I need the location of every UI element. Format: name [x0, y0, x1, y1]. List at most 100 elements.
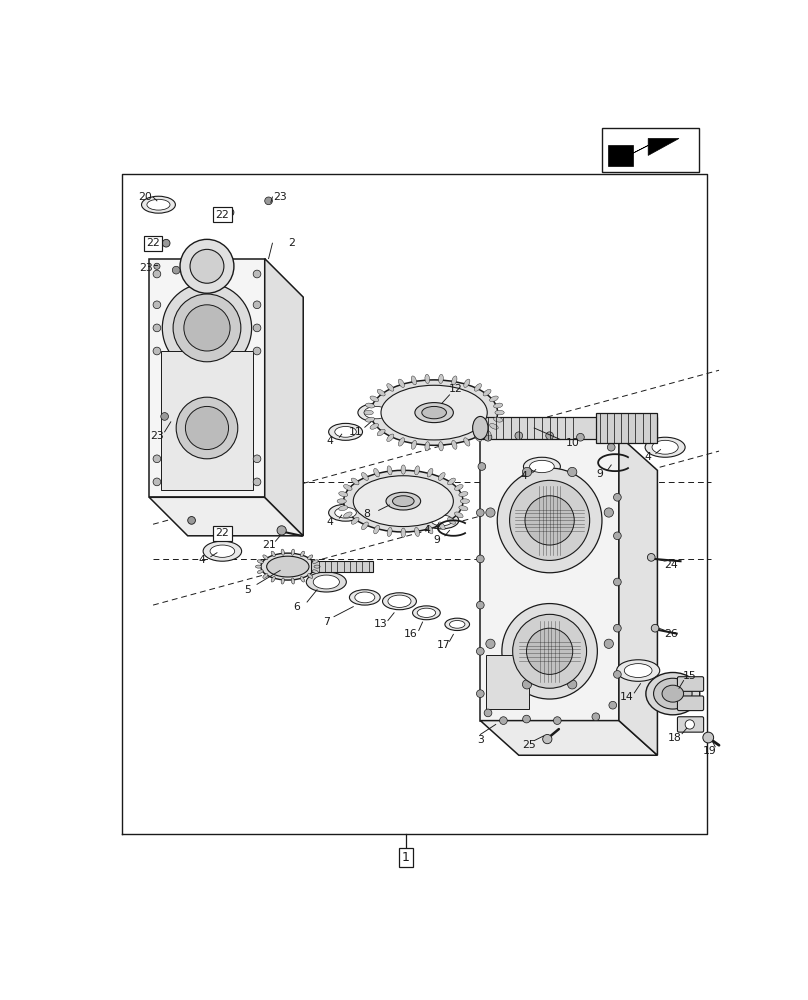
Circle shape: [161, 413, 169, 420]
Text: 16: 16: [404, 629, 418, 639]
Ellipse shape: [292, 549, 294, 555]
Circle shape: [162, 239, 170, 247]
Text: 11: 11: [349, 427, 363, 437]
Ellipse shape: [351, 478, 359, 485]
Polygon shape: [149, 259, 265, 497]
Ellipse shape: [646, 672, 700, 715]
Ellipse shape: [387, 466, 392, 475]
Text: 3: 3: [477, 735, 484, 745]
Text: 15: 15: [683, 671, 696, 681]
Text: 21: 21: [262, 540, 276, 550]
Ellipse shape: [459, 506, 468, 511]
Text: 8: 8: [363, 509, 370, 519]
Circle shape: [486, 639, 495, 648]
Ellipse shape: [339, 492, 347, 497]
Ellipse shape: [411, 376, 416, 385]
Text: 2: 2: [288, 238, 295, 248]
Ellipse shape: [448, 517, 456, 524]
Ellipse shape: [439, 374, 444, 384]
Ellipse shape: [449, 620, 465, 628]
Ellipse shape: [388, 595, 411, 607]
Ellipse shape: [427, 525, 433, 534]
Ellipse shape: [483, 429, 491, 436]
Text: 6: 6: [293, 602, 301, 612]
Ellipse shape: [490, 396, 499, 402]
Text: 4: 4: [423, 525, 430, 535]
Ellipse shape: [425, 512, 459, 529]
Ellipse shape: [271, 551, 276, 557]
Ellipse shape: [625, 664, 652, 677]
Circle shape: [486, 508, 495, 517]
Ellipse shape: [401, 465, 406, 474]
Ellipse shape: [387, 434, 393, 442]
Ellipse shape: [355, 592, 375, 603]
Circle shape: [685, 720, 694, 729]
Ellipse shape: [281, 549, 284, 555]
Ellipse shape: [645, 437, 685, 457]
Ellipse shape: [662, 685, 684, 702]
Ellipse shape: [210, 545, 234, 557]
Polygon shape: [613, 138, 679, 163]
Polygon shape: [265, 259, 303, 536]
Text: 7: 7: [323, 617, 330, 627]
Ellipse shape: [141, 196, 175, 213]
Text: 17: 17: [436, 640, 450, 650]
Ellipse shape: [417, 608, 436, 617]
Text: 4: 4: [521, 471, 528, 481]
Ellipse shape: [267, 556, 309, 577]
Text: 14: 14: [620, 692, 633, 702]
Circle shape: [185, 406, 229, 450]
Circle shape: [512, 614, 587, 688]
Ellipse shape: [473, 416, 488, 440]
Circle shape: [253, 324, 261, 332]
Ellipse shape: [382, 593, 416, 610]
Circle shape: [176, 397, 238, 459]
Text: 5: 5: [244, 585, 251, 595]
FancyBboxPatch shape: [311, 561, 372, 572]
Ellipse shape: [308, 555, 313, 560]
Ellipse shape: [370, 424, 379, 429]
Ellipse shape: [495, 410, 504, 415]
Circle shape: [703, 732, 713, 743]
Circle shape: [609, 701, 617, 709]
Text: 18: 18: [667, 733, 681, 743]
Ellipse shape: [413, 606, 440, 620]
Circle shape: [162, 283, 251, 373]
Ellipse shape: [261, 553, 315, 580]
Ellipse shape: [427, 468, 433, 477]
FancyBboxPatch shape: [608, 145, 633, 166]
Ellipse shape: [255, 565, 262, 568]
Ellipse shape: [377, 389, 385, 396]
Ellipse shape: [292, 578, 294, 584]
Circle shape: [567, 467, 577, 477]
Ellipse shape: [329, 423, 363, 440]
Ellipse shape: [438, 522, 445, 530]
Ellipse shape: [349, 590, 381, 605]
Circle shape: [604, 508, 613, 517]
FancyBboxPatch shape: [677, 696, 704, 711]
Ellipse shape: [474, 434, 482, 442]
Text: 10: 10: [566, 438, 579, 448]
Circle shape: [184, 305, 230, 351]
Ellipse shape: [361, 473, 368, 480]
Text: 26: 26: [664, 629, 678, 639]
Circle shape: [180, 239, 234, 293]
Circle shape: [613, 624, 621, 632]
Text: 22: 22: [216, 210, 229, 220]
Circle shape: [502, 604, 597, 699]
Ellipse shape: [364, 410, 373, 415]
Ellipse shape: [281, 578, 284, 584]
Circle shape: [567, 680, 577, 689]
Ellipse shape: [314, 565, 320, 568]
Ellipse shape: [474, 384, 482, 391]
Ellipse shape: [464, 379, 470, 387]
Circle shape: [477, 509, 484, 517]
Ellipse shape: [335, 426, 356, 437]
Circle shape: [484, 709, 492, 717]
FancyBboxPatch shape: [486, 655, 528, 709]
Ellipse shape: [374, 468, 380, 477]
Circle shape: [477, 601, 484, 609]
Ellipse shape: [452, 440, 457, 449]
Ellipse shape: [529, 460, 554, 473]
Ellipse shape: [263, 555, 268, 560]
